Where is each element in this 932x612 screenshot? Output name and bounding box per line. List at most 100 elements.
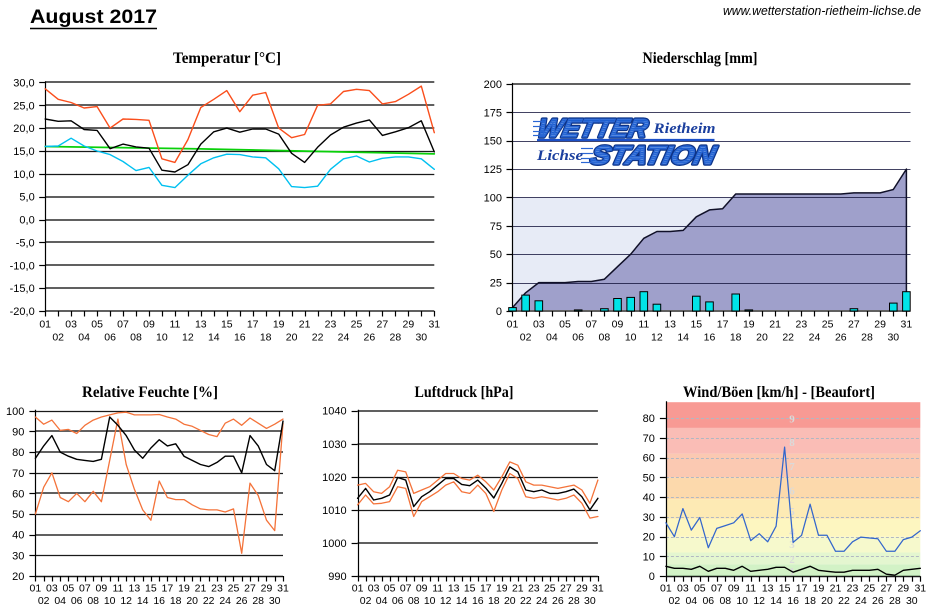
svg-text:06: 06: [104, 332, 116, 344]
svg-text:13: 13: [762, 583, 774, 595]
svg-text:05: 05: [384, 583, 396, 595]
svg-text:18: 18: [804, 595, 816, 607]
svg-text:40: 40: [643, 492, 655, 504]
svg-text:26: 26: [236, 595, 248, 607]
svg-text:1020: 1020: [322, 472, 346, 484]
svg-text:20: 20: [286, 332, 298, 344]
svg-text:15: 15: [779, 583, 791, 595]
svg-text:27: 27: [881, 583, 893, 595]
svg-text:24: 24: [809, 332, 821, 344]
svg-text:05: 05: [63, 583, 75, 595]
svg-text:20: 20: [756, 332, 768, 344]
svg-text:WETTER: WETTER: [535, 113, 650, 143]
svg-text:20: 20: [821, 595, 833, 607]
svg-text:21: 21: [769, 319, 781, 331]
svg-text:10: 10: [643, 551, 655, 563]
svg-text:22: 22: [782, 332, 794, 344]
svg-text:10: 10: [736, 595, 748, 607]
svg-text:26: 26: [835, 332, 847, 344]
svg-text:1010: 1010: [322, 505, 346, 517]
svg-text:08: 08: [599, 332, 611, 344]
svg-text:03: 03: [677, 583, 689, 595]
svg-text:80: 80: [12, 447, 24, 459]
svg-text:31: 31: [277, 583, 289, 595]
svg-text:07: 07: [585, 319, 597, 331]
svg-text:30: 30: [415, 332, 427, 344]
svg-text:0,0: 0,0: [19, 215, 34, 227]
svg-text:20: 20: [643, 532, 655, 544]
svg-text:01: 01: [660, 583, 672, 595]
svg-text:18: 18: [260, 332, 272, 344]
svg-text:175: 175: [484, 107, 502, 119]
svg-text:06: 06: [702, 595, 714, 607]
svg-text:16: 16: [704, 332, 716, 344]
svg-text:19: 19: [813, 583, 825, 595]
svg-text:30: 30: [887, 332, 899, 344]
svg-text:August 2017: August 2017: [30, 6, 157, 28]
svg-text:125: 125: [484, 164, 502, 176]
svg-text:13: 13: [448, 583, 460, 595]
svg-text:27: 27: [377, 319, 389, 331]
svg-text:04: 04: [685, 595, 697, 607]
svg-text:31: 31: [901, 319, 913, 331]
svg-text:21: 21: [512, 583, 524, 595]
svg-text:10: 10: [625, 332, 637, 344]
svg-text:28: 28: [390, 332, 402, 344]
svg-text:20,0: 20,0: [13, 123, 34, 135]
svg-text:08: 08: [87, 595, 99, 607]
svg-text:STATION: STATION: [588, 140, 719, 170]
svg-text:07: 07: [79, 583, 91, 595]
svg-text:06: 06: [392, 595, 404, 607]
svg-text:12: 12: [120, 595, 132, 607]
svg-text:6: 6: [789, 486, 795, 498]
svg-text:15: 15: [221, 319, 233, 331]
svg-text:30,0: 30,0: [13, 77, 34, 89]
svg-text:12: 12: [440, 595, 452, 607]
svg-text:21: 21: [830, 583, 842, 595]
svg-text:03: 03: [46, 583, 58, 595]
svg-text:02: 02: [669, 595, 681, 607]
svg-text:9: 9: [789, 413, 795, 425]
svg-text:Temperatur [°C]: Temperatur [°C]: [173, 50, 281, 67]
svg-text:20: 20: [504, 595, 516, 607]
svg-text:14: 14: [456, 595, 468, 607]
svg-text:09: 09: [143, 319, 155, 331]
svg-text:15: 15: [145, 583, 157, 595]
svg-text:12: 12: [182, 332, 194, 344]
svg-text:01: 01: [352, 583, 364, 595]
svg-text:22: 22: [203, 595, 215, 607]
svg-text:13: 13: [129, 583, 141, 595]
svg-text:08: 08: [130, 332, 142, 344]
svg-text:STATION: STATION: [588, 140, 719, 170]
svg-text:80: 80: [643, 413, 655, 425]
svg-text:11: 11: [745, 583, 756, 595]
svg-text:16: 16: [472, 595, 484, 607]
svg-text:25: 25: [351, 319, 363, 331]
svg-text:24: 24: [338, 332, 350, 344]
svg-text:05: 05: [559, 319, 571, 331]
svg-text:01: 01: [507, 319, 519, 331]
svg-text:17: 17: [247, 319, 259, 331]
svg-text:29: 29: [576, 583, 588, 595]
svg-text:24: 24: [536, 595, 548, 607]
svg-text:30: 30: [584, 595, 596, 607]
svg-text:2: 2: [789, 554, 795, 566]
svg-text:19: 19: [178, 583, 190, 595]
svg-text:Luftdruck [hPa]: Luftdruck [hPa]: [415, 384, 514, 401]
svg-text:3: 3: [789, 539, 795, 551]
svg-text:25: 25: [544, 583, 556, 595]
svg-text:14: 14: [677, 332, 689, 344]
svg-text:17: 17: [796, 583, 808, 595]
svg-text:22: 22: [520, 595, 532, 607]
svg-text:19: 19: [273, 319, 285, 331]
svg-text:01: 01: [30, 583, 42, 595]
svg-text:03: 03: [533, 319, 545, 331]
svg-text:07: 07: [117, 319, 129, 331]
svg-text:50: 50: [490, 249, 502, 261]
svg-text:13: 13: [195, 319, 207, 331]
svg-text:60: 60: [12, 488, 24, 500]
svg-text:26: 26: [552, 595, 564, 607]
svg-text:5,0: 5,0: [19, 192, 34, 204]
svg-text:29: 29: [403, 319, 415, 331]
svg-text:30: 30: [12, 550, 24, 562]
